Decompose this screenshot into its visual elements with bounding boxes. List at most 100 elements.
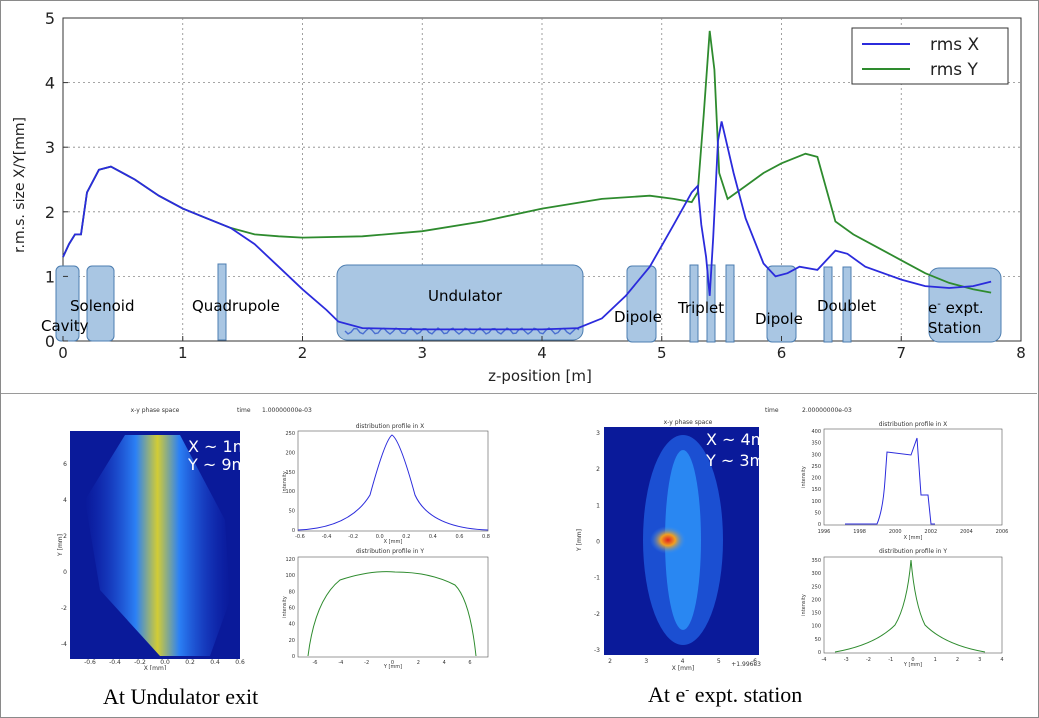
x-tick-label: 2 <box>298 344 308 362</box>
tick-label: 4 <box>681 658 685 665</box>
tick-label: 0.2 <box>402 534 410 540</box>
tick-label: 0.6 <box>235 659 245 666</box>
legend-label-x: rms X <box>930 35 980 55</box>
beam-spot-right <box>650 526 686 554</box>
tick-label: 0 <box>391 660 394 666</box>
tick-label: -0.4 <box>322 534 332 540</box>
tick-label: 0.6 <box>455 534 463 540</box>
y-axis-label: r.m.s. size X/Y[mm] <box>12 117 28 253</box>
tick-label: 4 <box>443 660 446 666</box>
tick-label: 2 <box>596 466 600 473</box>
tick-label: 50 <box>815 637 821 643</box>
tick-label: 1998 <box>853 529 866 535</box>
dipole-block-2 <box>766 265 797 343</box>
label-station-line1: e- expt. <box>928 299 984 317</box>
tick-label: 0 <box>63 569 67 576</box>
profile-y-xticks-right: -4 -3 -2 -1 0 1 2 3 4 <box>822 657 1004 663</box>
series-lines <box>62 30 992 331</box>
beam-distribution-left <box>85 435 230 656</box>
tick-label: 350 <box>811 558 821 564</box>
triplet-block-3 <box>725 264 735 343</box>
grid-lines <box>63 18 1021 341</box>
profile-y-ylabel-right: intensity <box>801 594 807 616</box>
label-undulator: Undulator <box>428 287 503 305</box>
time-label-left: time <box>237 407 251 414</box>
tick-label: 0 <box>818 650 821 656</box>
profile-y-yticks-left: 120 100 80 60 40 20 0 <box>285 557 295 660</box>
profile-x-xticks-left: -0.6 -0.4 -0.2 0.0 0.2 0.4 0.6 0.8 <box>295 534 490 540</box>
tick-label: 2 <box>608 658 612 665</box>
legend-label-y: rms Y <box>930 60 979 80</box>
profile-x-ylabel-right: intensity <box>801 466 807 488</box>
tick-label: 1 <box>934 657 937 663</box>
phase-offset-right: +1.996e3 <box>731 661 761 668</box>
y-tick-label: 1 <box>45 267 55 286</box>
profile-y-xticks-left: -6 -4 -2 0 2 4 6 <box>313 660 472 666</box>
tick-label: 0.2 <box>185 659 195 666</box>
tick-label: 2 <box>417 660 420 666</box>
tick-label: -1 <box>888 657 893 663</box>
tick-label: 200 <box>811 476 821 482</box>
axis-ticks: 0 1 2 3 4 5 6 7 8 0 1 2 3 4 5 <box>45 9 1026 362</box>
tick-label: -4 <box>61 641 67 648</box>
profile-x-ylabel-left: intensity <box>282 471 288 493</box>
tick-label: 50 <box>289 509 295 515</box>
tick-label: 200 <box>811 597 821 603</box>
profile-y-title-left: distribution profile in Y <box>356 548 424 555</box>
tick-label: -4 <box>338 660 343 666</box>
phase-xticks-right: 2 3 4 5 6 <box>608 658 757 665</box>
tick-label: 6 <box>63 461 67 468</box>
x-axis-label: z-position [m] <box>488 367 592 385</box>
profile-x-xlabel-left: X [mm] <box>384 539 403 545</box>
tick-label: 0.4 <box>210 659 220 666</box>
label-cavity: Cavity <box>41 317 89 335</box>
x-tick-label: 8 <box>1016 344 1026 362</box>
label-quadrupole: Quadrupole <box>192 297 280 315</box>
legend: rms X rms Y <box>851 27 1009 85</box>
tick-label: 0.0 <box>160 659 170 666</box>
phase-xlabel-right: X [mm] <box>672 665 694 672</box>
y-tick-label: 0 <box>45 332 55 351</box>
tick-label: 120 <box>285 557 295 563</box>
triplet-block-1 <box>689 264 699 343</box>
annotation-y-left: Y ~ 9mm <box>187 455 263 474</box>
tick-label: 0 <box>292 654 295 660</box>
tick-label: 0 <box>596 539 600 546</box>
profile-y-yticks-right: 350 300 250 200 150 100 50 0 <box>811 558 821 656</box>
profile-x-yticks-left: 250 200 150 100 50 0 <box>285 431 295 534</box>
tick-label: 5 <box>717 658 721 665</box>
quadrupole-block <box>217 263 227 341</box>
tick-label: 40 <box>289 622 295 628</box>
station-block <box>928 267 1002 343</box>
tick-label: 0.8 <box>482 534 490 540</box>
profile-x-title-right: distribution profile in X <box>879 421 947 428</box>
y-tick-label: 5 <box>45 9 55 28</box>
phase-space-title-left: x-y phase space <box>131 407 180 414</box>
profile-y-curve-right <box>834 559 986 653</box>
tick-label: 2 <box>63 533 67 540</box>
tick-label: -2 <box>61 605 67 612</box>
tick-label: 100 <box>811 624 821 630</box>
tick-label: 250 <box>285 431 295 437</box>
label-dipole-1: Dipole <box>614 308 662 326</box>
doublet-block-1 <box>823 266 833 343</box>
profile-x-curve-left <box>297 434 489 531</box>
profile-x-xticks-right: 1996 1998 2000 2002 2004 2006 <box>818 529 1009 535</box>
tick-label: -0.2 <box>348 534 358 540</box>
tick-label: 2 <box>956 657 959 663</box>
x-tick-label: 5 <box>657 344 667 362</box>
tick-label: -0.6 <box>84 659 96 666</box>
tick-label: 3 <box>978 657 981 663</box>
tick-label: -1 <box>594 575 600 582</box>
time-label-right: time <box>765 407 779 414</box>
profile-y-title-right: distribution profile in Y <box>879 548 947 555</box>
tick-label: 2000 <box>889 529 902 535</box>
doublet-block-2 <box>842 266 852 343</box>
undulator-exit-panel: x-y phase space time 1.00000000e-03 6420… <box>57 407 490 670</box>
tick-label: 80 <box>289 589 295 595</box>
tick-label: 2004 <box>960 529 973 535</box>
tick-label: 50 <box>815 510 821 516</box>
station-panel: x-y phase space time 2.00000000e-03 3210… <box>576 407 1009 672</box>
tick-label: 100 <box>811 499 821 505</box>
profile-y-curve-left <box>307 571 477 657</box>
